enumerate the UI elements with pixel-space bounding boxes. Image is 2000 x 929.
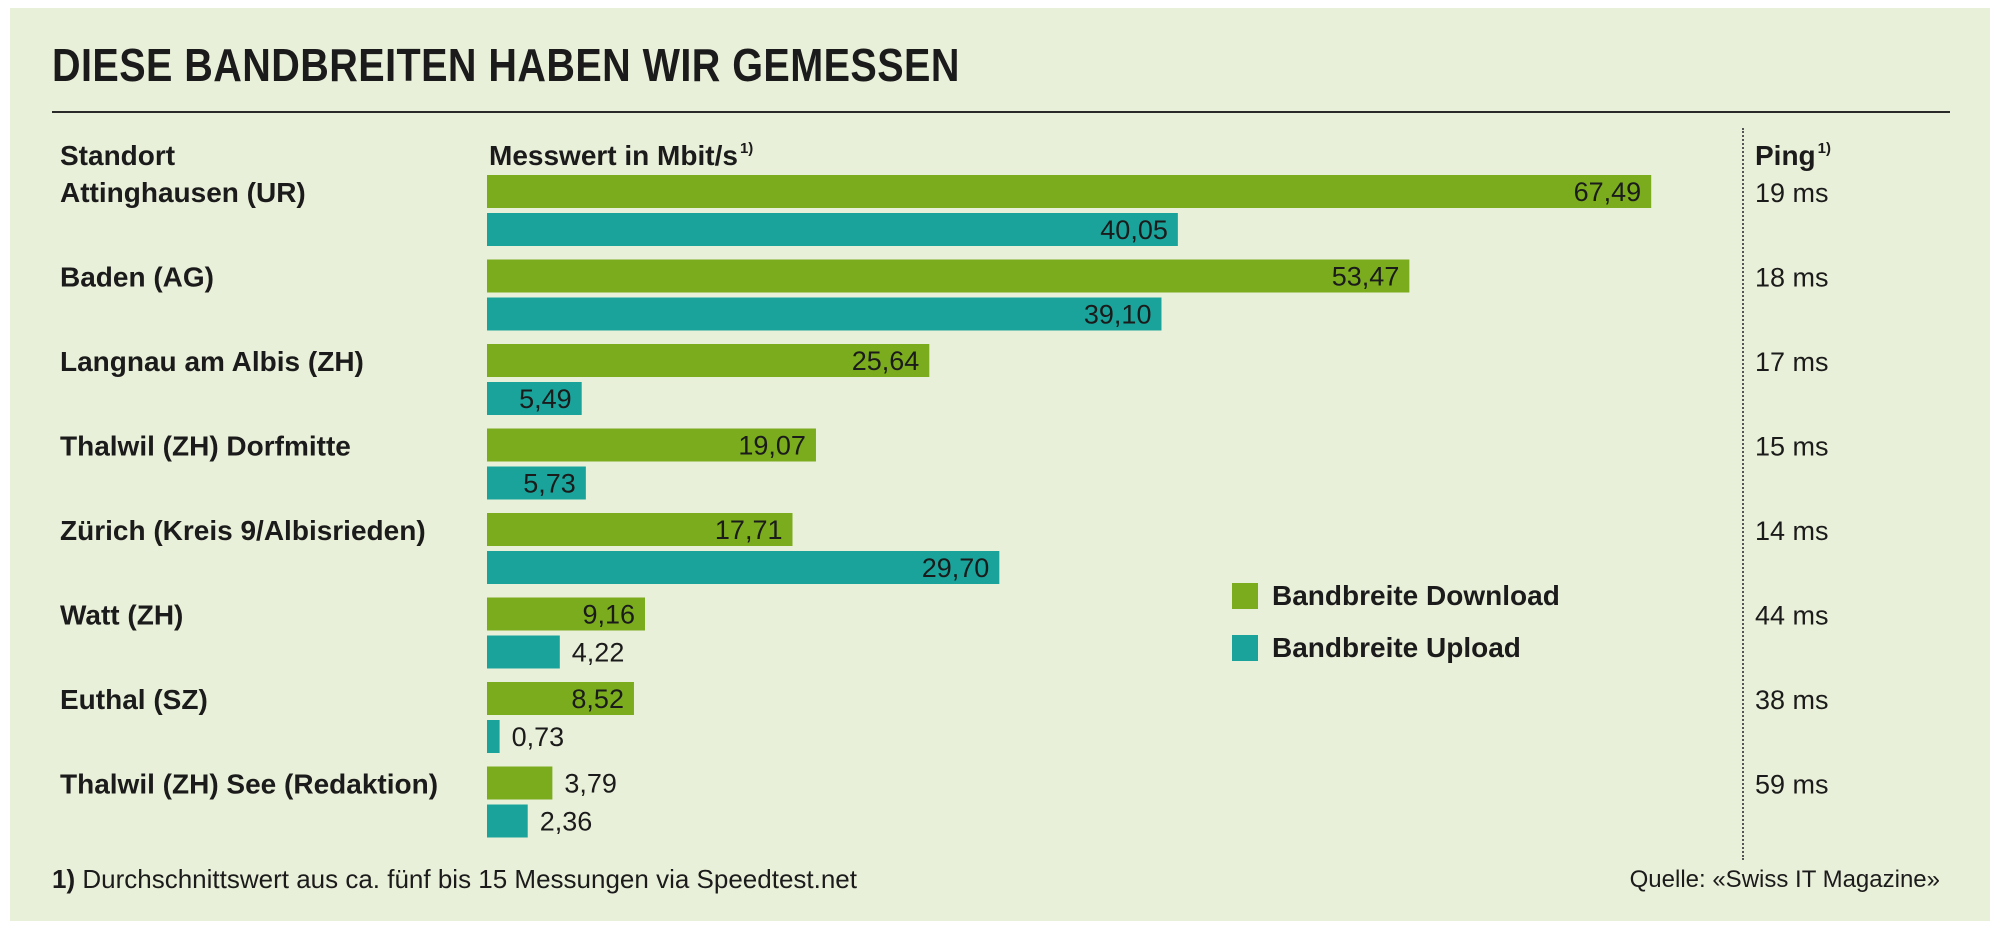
value-label-upload-z-rich-kreis-9-albisrieden: 29,70 [922,553,990,583]
legend-item-upload: Bandbreite Upload [1232,622,1560,674]
chart-title: DIESE BANDBREITEN HABEN WIR GEMESSEN [52,39,960,91]
ping-value-thalwil-zh-see-redaktion: 59 ms [1755,770,1829,800]
bar-download-baden-ag [487,259,1410,293]
title-divider [52,111,1950,113]
category-label-euthal-sz: Euthal (SZ) [60,684,208,715]
chart-panel [10,8,1990,921]
value-label-download-thalwil-zh-dorfmitte: 19,07 [738,431,806,461]
bar-upload-baden-ag [487,297,1162,331]
value-label-download-langnau-am-albis-zh: 25,64 [852,346,920,376]
header-ping-footnote-marker: 1) [1817,140,1832,157]
bar-upload-z-rich-kreis-9-albisrieden [487,551,1000,584]
value-label-download-attinghausen-ur: 67,49 [1574,177,1642,207]
value-label-upload-watt-zh: 4,22 [572,638,625,668]
ping-value-thalwil-zh-dorfmitte: 15 ms [1755,432,1829,462]
bar-upload-thalwil-zh-dorfmitte [487,466,586,500]
value-label-upload-attinghausen-ur: 40,05 [1100,215,1168,245]
value-label-upload-thalwil-zh-see-redaktion: 2,36 [540,807,593,837]
header-value: Messwert in Mbit/s 1) [489,140,753,172]
header-ping: Ping 1) [1755,140,1831,172]
footnote-text: Durchschnittswert aus ca. fünf bis 15 Me… [75,864,857,894]
legend-item-download: Bandbreite Download [1232,570,1560,622]
category-label-thalwil-zh-see-redaktion: Thalwil (ZH) See (Redaktion) [60,769,438,800]
category-label-langnau-am-albis-zh: Langnau am Albis (ZH) [60,346,364,377]
header-value-footnote-marker: 1) [739,140,754,157]
value-label-upload-euthal-sz: 0,73 [512,722,565,752]
bar-upload-watt-zh [487,635,560,669]
bar-download-langnau-am-albis-zh [487,344,930,377]
value-label-download-watt-zh: 9,16 [582,600,635,630]
header-location: Standort [60,140,175,172]
legend-label-download: Bandbreite Download [1272,580,1560,611]
bar-upload-thalwil-zh-see-redaktion [487,804,528,838]
header-location-label: Standort [60,140,176,171]
value-label-download-thalwil-zh-see-redaktion: 3,79 [564,769,617,799]
legend-label-upload: Bandbreite Upload [1272,632,1521,663]
bar-download-attinghausen-ur [487,175,1652,208]
category-label-baden-ag: Baden (AG) [60,262,214,293]
category-label-watt-zh: Watt (ZH) [60,600,183,631]
category-label-thalwil-zh-dorfmitte: Thalwil (ZH) Dorfmitte [60,431,351,462]
value-label-download-euthal-sz: 8,52 [571,684,624,714]
value-label-download-baden-ag: 53,47 [1332,262,1400,292]
ping-value-watt-zh: 44 ms [1755,601,1829,631]
ping-value-euthal-sz: 38 ms [1755,685,1829,715]
ping-value-z-rich-kreis-9-albisrieden: 14 ms [1755,516,1829,546]
value-label-upload-langnau-am-albis-zh: 5,49 [519,384,572,414]
header-value-label: Messwert in Mbit/s [489,140,738,171]
footnote-marker: 1) [52,864,76,894]
ping-value-langnau-am-albis-zh: 17 ms [1755,347,1829,377]
value-label-upload-thalwil-zh-dorfmitte: 5,73 [523,469,576,499]
source-credit: Quelle: «Swiss IT Magazine» [1629,866,1940,893]
bar-download-thalwil-zh-see-redaktion [487,766,553,800]
bar-upload-attinghausen-ur [487,213,1178,246]
bar-upload-euthal-sz [487,720,500,753]
bar-download-euthal-sz [487,682,634,715]
legend-swatch-download [1232,583,1258,609]
ping-separator [1742,128,1744,860]
bar-upload-langnau-am-albis-zh [487,382,582,415]
value-label-upload-baden-ag: 39,10 [1084,300,1152,330]
category-label-attinghausen-ur: Attinghausen (UR) [60,177,306,208]
category-label-z-rich-kreis-9-albisrieden: Zürich (Kreis 9/Albisrieden) [60,515,426,546]
header-ping-label: Ping [1755,140,1816,171]
value-label-download-z-rich-kreis-9-albisrieden: 17,71 [715,515,783,545]
footnote: 1) Durchschnittswert aus ca. fünf bis 15… [52,864,857,895]
ping-value-baden-ag: 18 ms [1755,263,1829,293]
legend: Bandbreite Download Bandbreite Upload [1232,570,1560,674]
legend-swatch-upload [1232,635,1258,661]
ping-value-attinghausen-ur: 19 ms [1755,178,1829,208]
bar-download-z-rich-kreis-9-albisrieden [487,513,793,546]
bar-download-watt-zh [487,597,646,631]
bar-download-thalwil-zh-dorfmitte [487,428,816,462]
